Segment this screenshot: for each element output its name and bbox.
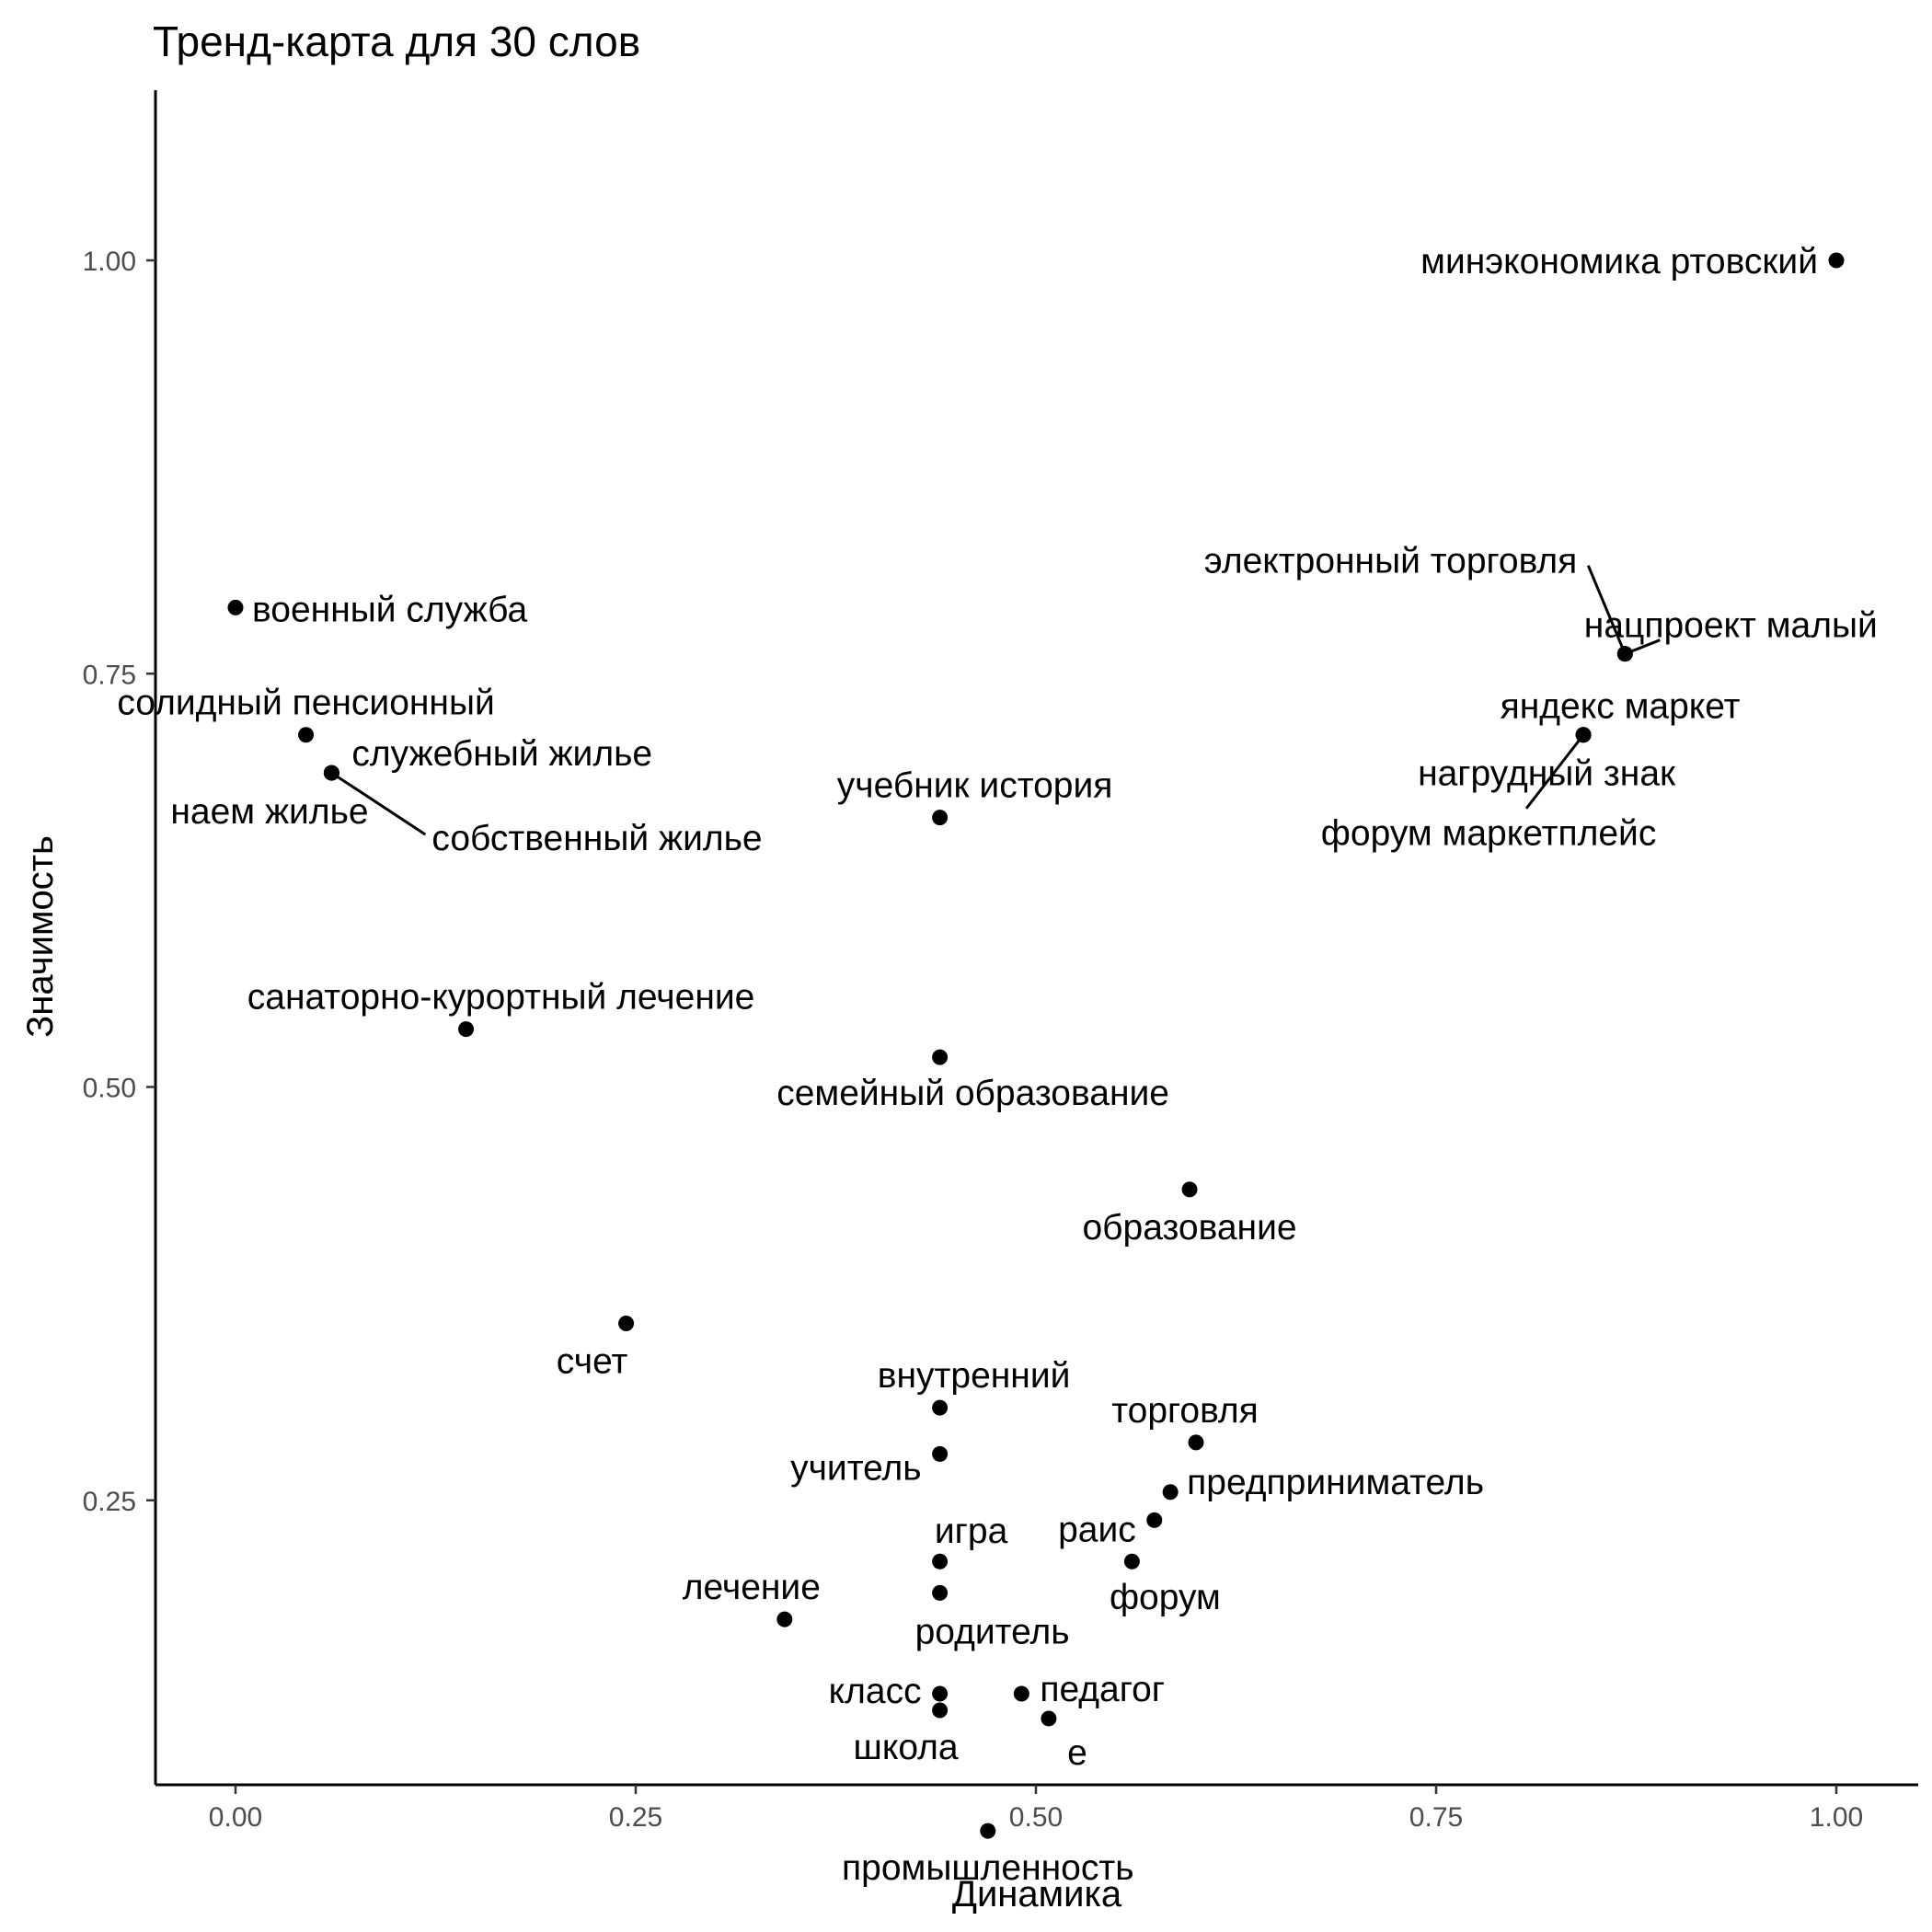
point-label: собственный жилье	[431, 819, 762, 858]
y-tick-label: 0.25	[83, 1487, 136, 1517]
scatter-point	[227, 599, 244, 615]
point-label: нагрудный знак	[1418, 754, 1676, 794]
y-tick-label: 1.00	[83, 247, 136, 277]
point-label: торговля	[1111, 1391, 1259, 1431]
scatter-point	[1123, 1553, 1140, 1570]
scatter-point	[618, 1315, 635, 1331]
scatter-point	[776, 1611, 793, 1627]
scatter-point	[1162, 1484, 1179, 1501]
point-label: родитель	[915, 1612, 1070, 1651]
scatter-point	[1013, 1685, 1029, 1702]
scatter-point	[932, 810, 949, 826]
scatter-points	[227, 252, 1845, 1839]
point-label: учитель	[790, 1448, 922, 1488]
scatter-point	[932, 1445, 949, 1462]
scatter-point	[932, 1399, 949, 1416]
scatter-point	[1146, 1512, 1163, 1528]
point-label: е	[1067, 1733, 1087, 1773]
scatter-point	[1041, 1710, 1057, 1727]
scatter-point	[932, 1702, 949, 1719]
x-axis-title: Динамика	[952, 1874, 1122, 1915]
scatter-point	[298, 727, 315, 743]
x-tick-label: 0.00	[209, 1802, 262, 1833]
scatter-point	[1828, 252, 1845, 269]
point-labels: минэкономика ртовский электронный торговл…	[117, 242, 1878, 1888]
point-label: школа	[854, 1728, 959, 1767]
x-tick-label: 0.50	[1009, 1802, 1063, 1833]
leader-line	[1524, 733, 1585, 810]
scatter-point	[980, 1823, 996, 1839]
point-label: наем жилье	[170, 792, 368, 832]
scatter-point	[932, 1685, 949, 1702]
point-label: форум маркетплейс	[1321, 814, 1657, 854]
x-tick-label: 0.75	[1409, 1802, 1463, 1833]
point-label: яндекс маркет	[1501, 687, 1741, 727]
leader-line	[1586, 565, 1627, 655]
scatter-point	[323, 765, 339, 781]
point-label: учебник история	[837, 766, 1113, 806]
x-axis-ticks: 0.00 0.25 0.50 0.75 1.00	[209, 1785, 1863, 1833]
point-label: солидный пенсионный	[117, 684, 494, 723]
point-label: санаторно-курортный лечение	[247, 978, 755, 1018]
scatter-point	[1188, 1434, 1204, 1451]
y-axis-title: Значимость	[20, 835, 61, 1038]
scatter-point	[932, 1049, 949, 1065]
point-label: электронный торговля	[1204, 542, 1578, 581]
scatter-point	[1616, 646, 1633, 662]
point-label: промышленность	[842, 1848, 1134, 1888]
point-label: минэкономика ртовский	[1420, 242, 1818, 282]
x-tick-label: 1.00	[1810, 1802, 1863, 1833]
scatter-point	[932, 1553, 949, 1570]
chart-title: Тренд-карта для 30 слов	[153, 17, 640, 65]
point-label: служебный жилье	[351, 734, 652, 774]
scatter-point	[1575, 727, 1592, 743]
point-label: счет	[557, 1341, 628, 1381]
point-label: педагог	[1040, 1670, 1165, 1709]
point-label: нацпроект малый	[1584, 606, 1878, 646]
y-axis-ticks: 0.25 0.50 0.75 1.00	[83, 247, 155, 1517]
point-label: форум	[1110, 1578, 1221, 1617]
y-tick-label: 0.75	[83, 660, 136, 690]
point-label: военный служба	[252, 590, 528, 629]
x-tick-label: 0.25	[609, 1802, 662, 1833]
scatter-point	[1181, 1181, 1198, 1198]
point-label: игра	[935, 1512, 1008, 1551]
point-label: лечение	[683, 1568, 821, 1607]
point-label: класс	[829, 1672, 922, 1711]
point-label: образование	[1082, 1208, 1296, 1248]
point-label: раис	[1058, 1510, 1136, 1549]
scatter-point	[458, 1021, 475, 1038]
point-label: внутренний	[878, 1356, 1071, 1396]
scatter-point	[932, 1584, 949, 1601]
point-label: предприниматель	[1187, 1463, 1484, 1502]
y-tick-label: 0.50	[83, 1074, 136, 1104]
point-label: семейный образование	[776, 1074, 1169, 1113]
leader-line	[330, 771, 427, 836]
